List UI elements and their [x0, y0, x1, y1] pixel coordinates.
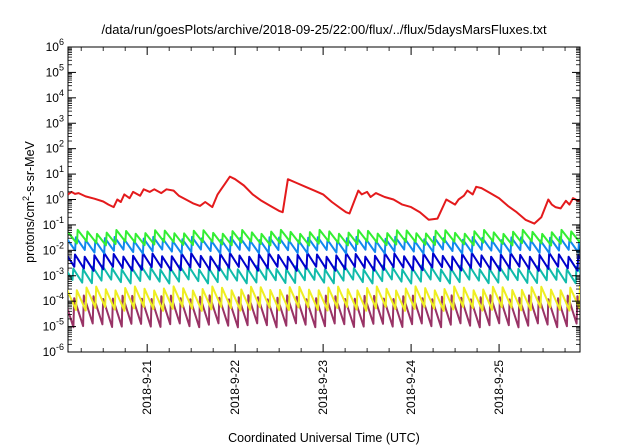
y-tick-label: 10-6 [43, 342, 64, 359]
y-axis: 106 105 104 103 102 101 100 10-1 10-2 10-3 10-4 10-… [43, 37, 580, 359]
y-axis-label-base: protons/cm [23, 201, 37, 263]
x-axis-label: Coordinated Universal Time (UTC) [228, 431, 420, 445]
y-tick-label: 102 [46, 139, 64, 156]
x-tick-label: 2018-9-25 [492, 360, 506, 415]
y-tick-label: 105 [46, 62, 64, 79]
y-tick-label: 100 [46, 190, 64, 207]
series-layer [68, 175, 580, 329]
y-tick-label: 10-5 [43, 317, 64, 334]
y-axis-label: protons/cm2-s-sr-MeV [21, 140, 37, 262]
series-line [68, 251, 580, 272]
y-tick-label: 10-2 [43, 240, 64, 257]
x-tick-label: 2018-9-21 [140, 360, 154, 415]
series-line [68, 264, 580, 285]
y-tick-label: 103 [46, 113, 64, 130]
y-tick-label: 104 [46, 88, 64, 105]
series-line [68, 285, 580, 312]
chart-title: /data/run/goesPlots/archive/2018-09-25/2… [101, 22, 547, 37]
series-line [68, 228, 580, 247]
y-tick-label: 106 [46, 37, 64, 54]
y-axis-label-rest: -s-sr-MeV [23, 140, 37, 196]
x-tick-label: 2018-9-22 [228, 360, 242, 415]
x-axis: 2018-9-21 2018-9-22 2018-9-23 2018-9-24 2018… [80, 47, 566, 415]
y-tick-label: 10-3 [43, 266, 64, 283]
series-line [68, 175, 580, 225]
y-axis-label-sup: 2 [21, 196, 31, 201]
x-tick-label: 2018-9-23 [316, 360, 330, 415]
y-tick-label: 101 [46, 164, 64, 181]
y-tick-label: 10-1 [43, 215, 64, 232]
y-tick-label: 10-4 [43, 291, 64, 308]
x-tick-label: 2018-9-24 [404, 360, 418, 415]
